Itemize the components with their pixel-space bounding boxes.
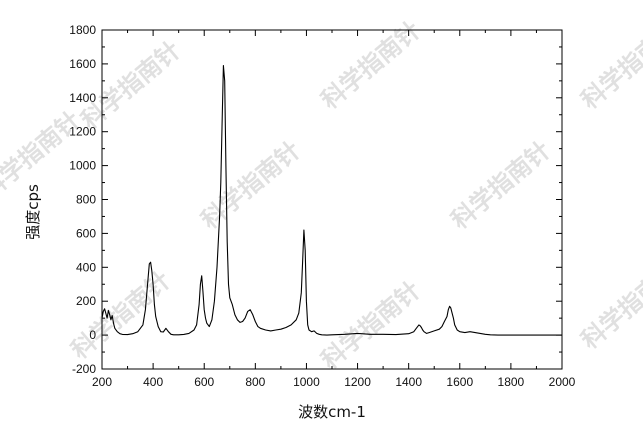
y-tick-label: 1800 [69, 23, 96, 37]
watermark-text: 科学指南针 [446, 136, 556, 235]
watermark-text: 科学指南针 [576, 16, 643, 115]
y-tick-label: 1600 [69, 57, 96, 71]
watermark-text: 科学指南针 [316, 276, 426, 375]
y-tick-label: 600 [76, 226, 96, 240]
watermark-text: 科学指南针 [66, 266, 176, 365]
series-line [101, 65, 562, 336]
y-tick-label: 400 [76, 260, 96, 274]
watermark-layer: 科学指南针科学指南针科学指南针科学指南针科学指南针科学指南针科学指南针科学指南针… [0, 16, 643, 375]
x-tick-label: 1800 [498, 375, 525, 389]
x-tick-label: 800 [245, 375, 265, 389]
y-tick-label: 1000 [69, 159, 96, 173]
watermark-text: 科学指南针 [576, 256, 643, 355]
y-tick-label: 1400 [69, 91, 96, 105]
x-tick-label: 1000 [293, 375, 320, 389]
x-tick-label: 1600 [446, 375, 473, 389]
watermark-text: 科学指南针 [0, 106, 86, 205]
x-tick-label: 200 [92, 375, 112, 389]
y-axis: -200 0 200 400 600 800 1000 1200 1400 1600 1800 [69, 23, 562, 376]
x-tick-label: 600 [194, 375, 214, 389]
watermark-text: 科学指南针 [76, 36, 186, 135]
y-tick-label: 200 [76, 294, 96, 308]
x-axis: 200 400 600 800 1000 1200 1400 1600 1800 2000 [92, 30, 576, 389]
y-tick-label: 1200 [69, 125, 96, 139]
y-tick-label: 0 [89, 328, 96, 342]
x-axis-title: 波数cm-1 [298, 403, 366, 421]
y-axis-title: 强度cps [24, 184, 42, 240]
x-tick-label: 2000 [549, 375, 576, 389]
x-tick-label: 400 [143, 375, 163, 389]
y-tick-label: -200 [72, 362, 96, 376]
watermark-text: 科学指南针 [196, 136, 306, 235]
y-tick-label: 800 [76, 193, 96, 207]
x-tick-label: 1400 [395, 375, 422, 389]
x-tick-label: 1200 [344, 375, 371, 389]
